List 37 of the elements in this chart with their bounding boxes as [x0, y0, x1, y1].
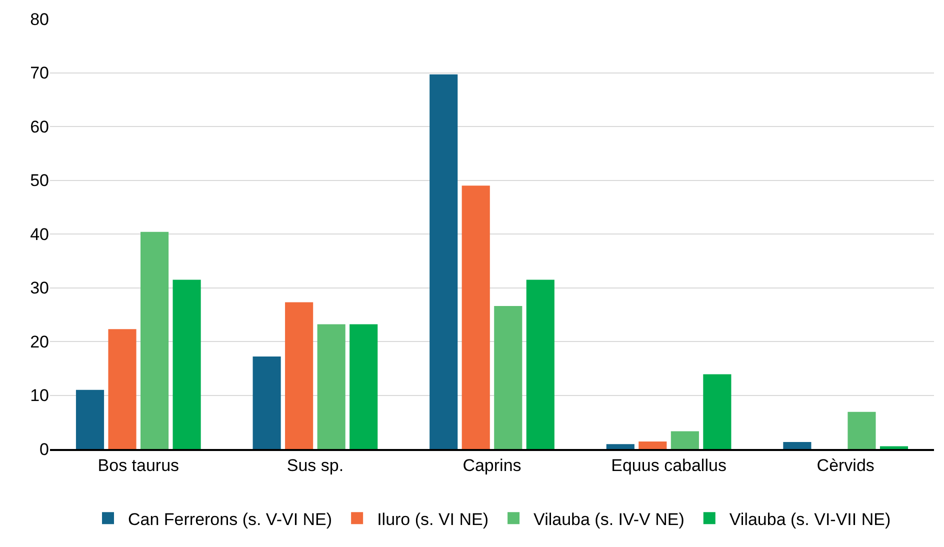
legend-label: Iluro (s. VI NE) [377, 510, 489, 529]
y-tick-label: 30 [30, 278, 49, 298]
bar [76, 390, 104, 449]
bar [350, 324, 378, 449]
bar [317, 324, 346, 449]
y-tick-label: 70 [30, 64, 49, 83]
bar [285, 302, 314, 449]
bar [494, 306, 522, 449]
bar [783, 442, 812, 449]
y-tick-label: 60 [30, 117, 49, 136]
y-tick-label: 20 [30, 332, 49, 352]
bar [670, 431, 699, 449]
bar [430, 74, 458, 449]
bar [638, 441, 667, 449]
bar [848, 412, 876, 449]
bar [606, 444, 634, 449]
y-tick-label: 0 [40, 440, 49, 459]
y-tick-label: 40 [30, 224, 49, 244]
x-tick-label: Sus sp. [286, 456, 344, 476]
y-tick-label: 50 [30, 171, 49, 190]
x-tick-label: Caprins [462, 456, 522, 476]
bar [880, 446, 908, 449]
x-tick-label: Bos taurus [98, 456, 180, 476]
y-tick-label: 10 [30, 386, 49, 406]
x-tick-label: Equus caballus [611, 456, 726, 476]
bar [703, 374, 732, 449]
legend-label: Vilauba (s. IV-V NE) [534, 510, 684, 529]
bar [140, 232, 169, 449]
bar [526, 280, 554, 449]
bar [172, 280, 201, 449]
y-tick-label: 80 [30, 10, 49, 29]
legend-label: Vilauba (s. VI-VII NE) [729, 510, 891, 529]
bar [252, 356, 281, 449]
x-tick-label: Cèrvids [816, 456, 874, 476]
bar [108, 329, 136, 449]
legend-label: Can Ferrerons (s. V-VI NE) [128, 510, 332, 529]
bar [462, 186, 490, 449]
